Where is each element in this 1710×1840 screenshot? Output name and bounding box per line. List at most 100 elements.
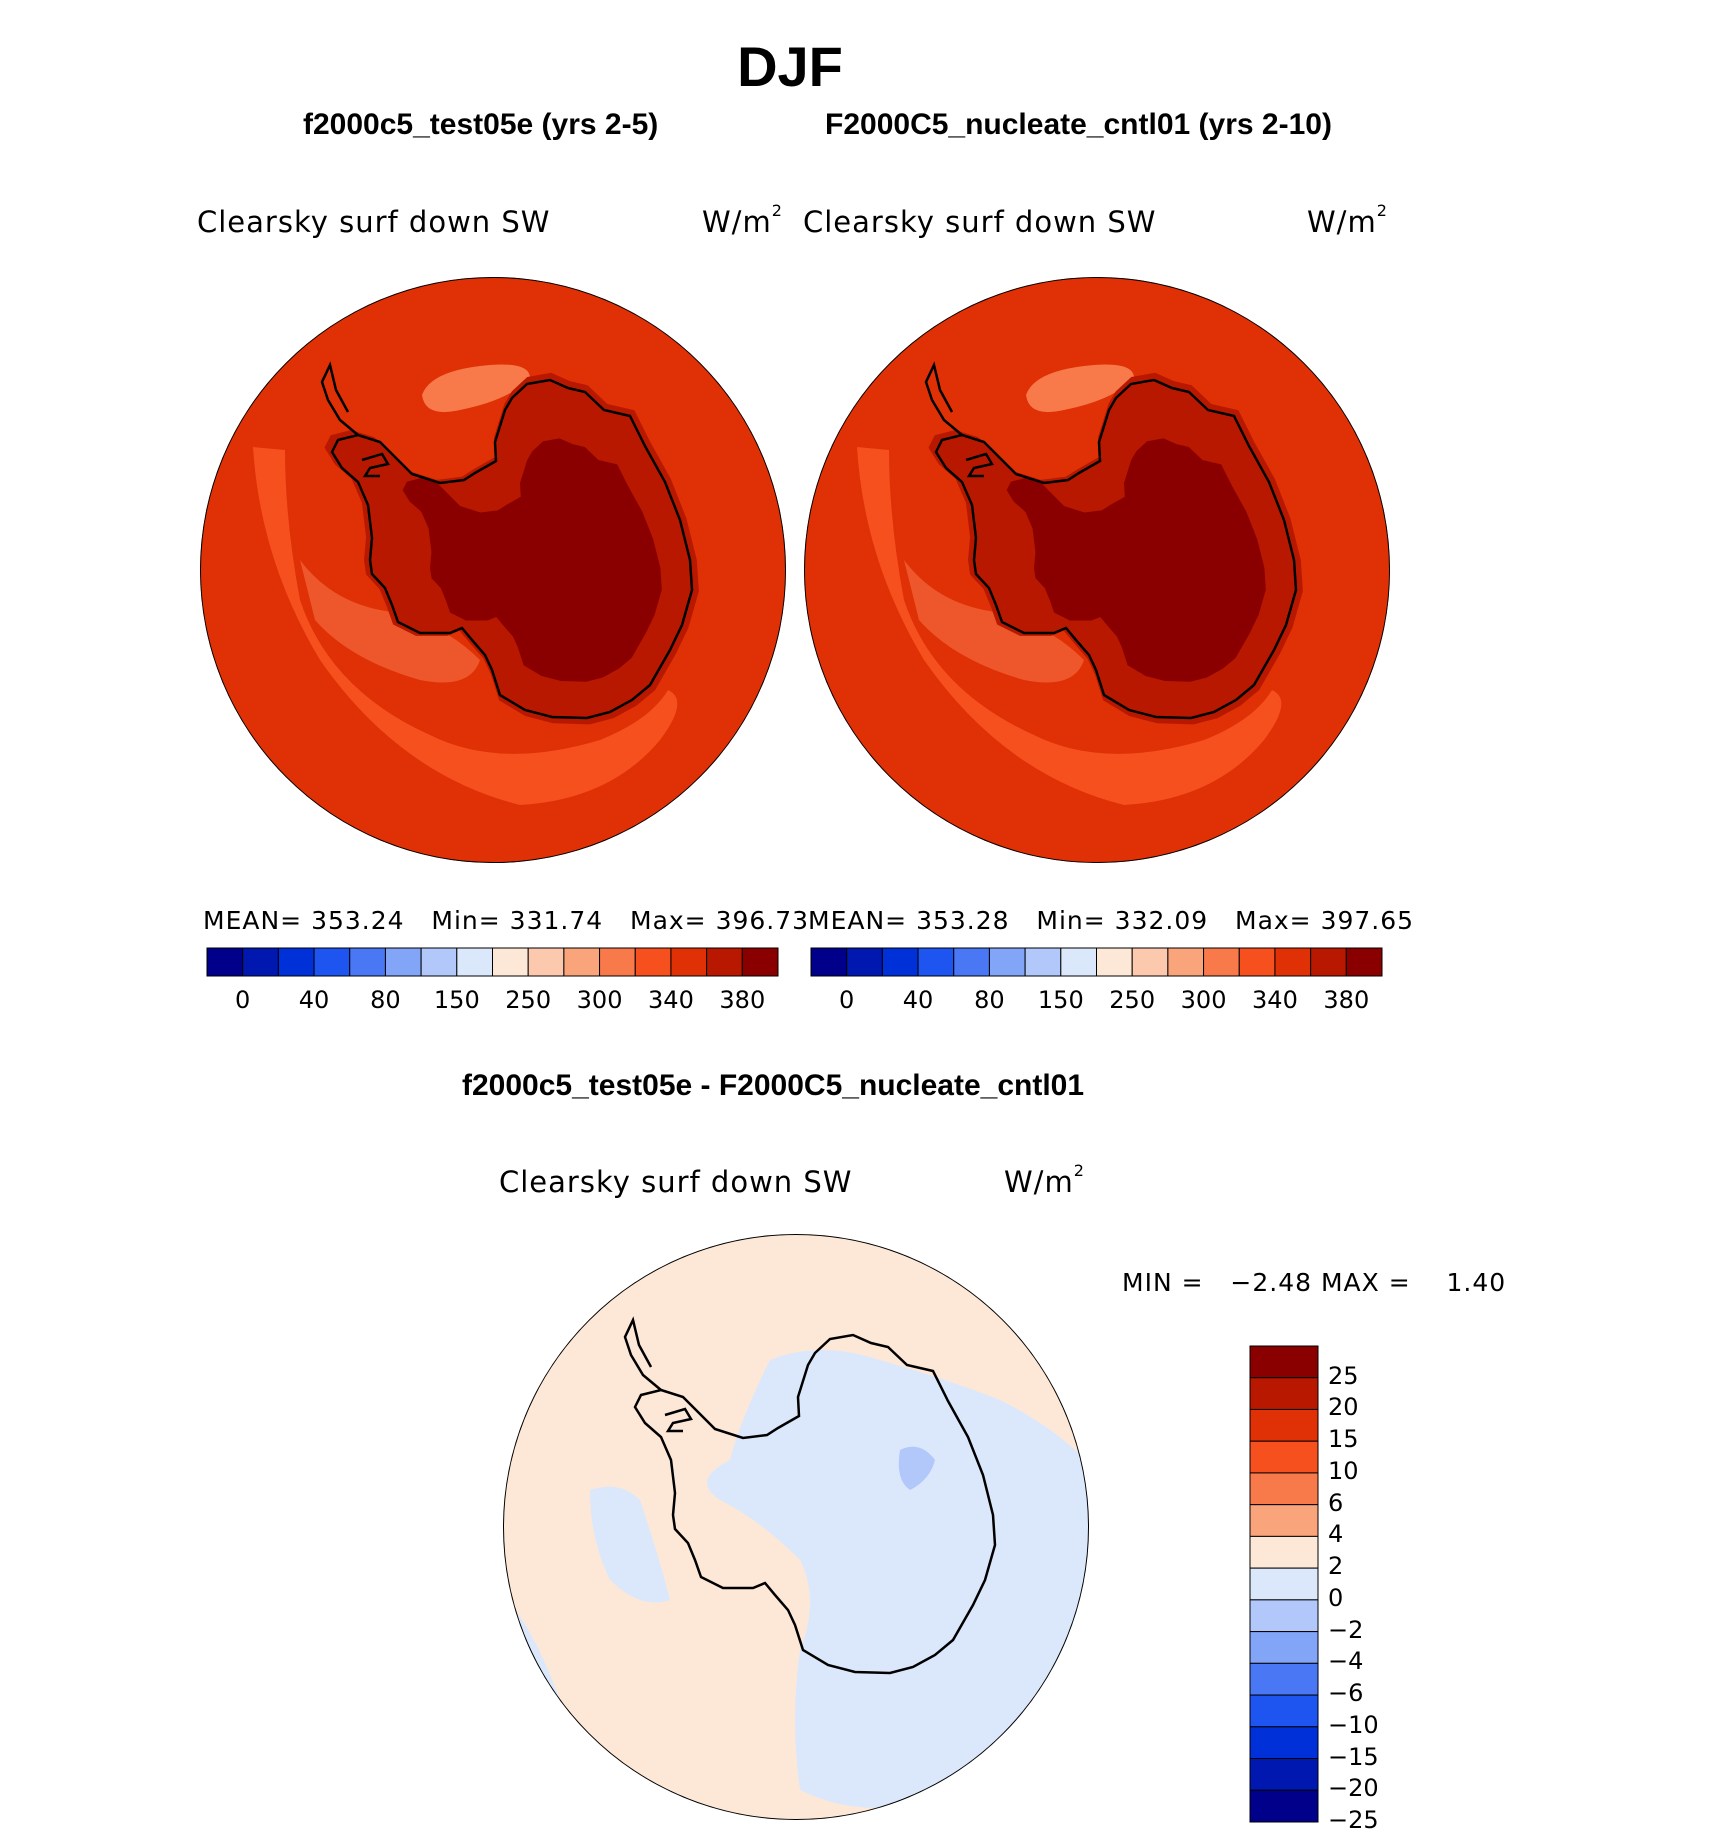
diff-polar-map [503,1234,1089,1820]
diff-colorbar-swatch [1249,1440,1319,1474]
left-colorbar-swatch [706,947,743,977]
diff-colorbar-tick-label: 20 [1328,1393,1359,1422]
left-units-label: W/m2 [702,201,783,239]
diff-colorbar-tick-label: 6 [1328,1488,1344,1517]
diff-colorbar-tick-label: 10 [1328,1456,1359,1485]
left-panel-title: f2000c5_test05e (yrs 2-5) [303,108,659,141]
left-colorbar-tick-label: 40 [298,986,330,1014]
left-colorbar-tick-label: 300 [576,986,623,1014]
left-colorbar-tick-label: 80 [370,986,401,1014]
diff-map-negative-field [707,1350,1089,1808]
left-polar-map [200,277,786,863]
diff-colorbar-tick-label: −25 [1328,1806,1379,1834]
diff-colorbar-tick-label: −10 [1328,1710,1379,1739]
right-colorbar-swatch [1274,947,1312,977]
diff-colorbar-swatch [1249,1631,1319,1664]
left-colorbar-tick-label: 340 [648,986,694,1014]
left-colorbar-swatch [599,947,636,977]
diff-colorbar-tick-label: 15 [1328,1425,1359,1454]
diff-colorbar-tick-label: −2 [1328,1615,1364,1644]
left-colorbar-swatch [670,947,708,977]
diff-colorbar-tick-label: 2 [1328,1552,1344,1581]
diff-colorbar-swatch [1249,1408,1319,1442]
diff-colorbar-tick-label: −6 [1328,1679,1364,1708]
diff-colorbar [1249,1345,1319,1823]
diff-colorbar-tick-label: 0 [1328,1583,1344,1612]
left-colorbar [206,947,779,977]
left-colorbar-swatch [741,947,779,977]
diff-colorbar-swatch [1249,1789,1319,1823]
diff-colorbar-swatch [1249,1694,1319,1728]
left-colorbar-swatch [492,947,529,977]
right-colorbar-swatch [1310,947,1347,977]
right-colorbar-tick-label: 0 [839,986,855,1014]
right-map-light-patch [904,560,1084,683]
left-map-light-patch [422,364,530,413]
diff-map-strong-negative-patch [898,1446,935,1490]
left-colorbar-swatch [420,947,458,977]
left-colorbar-swatch [313,947,351,977]
right-colorbar-tick-label: 250 [1109,986,1156,1014]
right-colorbar-swatch [1131,947,1169,977]
right-colorbar-tick-label: 380 [1323,986,1370,1014]
right-map-light-patch [1026,364,1134,413]
right-colorbar-swatch [810,947,848,977]
left-colorbar-swatch [384,947,422,977]
diff-colorbar-swatch [1249,1345,1319,1379]
left-map-light-patch [300,560,480,683]
diff-colorbar-tick-label: 25 [1328,1361,1359,1390]
left-colorbar-tick-label: 0 [235,986,251,1014]
diff-map-negative-field [590,1486,670,1603]
right-variable-label: Clearsky surf down SW [803,205,1157,239]
diff-colorbar-swatch [1249,1662,1319,1696]
right-panel-title: F2000C5_nucleate_cntl01 (yrs 2-10) [825,108,1332,141]
right-colorbar-swatch [988,947,1026,977]
right-colorbar-tick-label: 340 [1252,986,1298,1014]
diff-colorbar-swatch [1249,1472,1319,1506]
right-colorbar-swatch [846,947,883,977]
left-colorbar-swatch [634,947,672,977]
right-colorbar-swatch [1238,947,1276,977]
right-colorbar-swatch [881,947,919,977]
diff-variable-label: Clearsky surf down SW [499,1165,853,1199]
right-polar-map [804,277,1390,863]
left-colorbar-swatch [527,947,565,977]
left-variable-label: Clearsky surf down SW [197,205,551,239]
diff-units-label: W/m2 [1004,1161,1085,1199]
right-colorbar-swatch [917,947,955,977]
right-colorbar-swatch [953,947,990,977]
right-units-label: W/m2 [1307,201,1388,239]
diff-colorbar-tick-label: −20 [1328,1774,1379,1803]
diff-colorbar-tick-label: 4 [1328,1520,1344,1549]
right-stats: MEAN= 353.28 Min= 332.09 Max= 397.65 [808,906,1415,935]
right-colorbar-swatch [1167,947,1205,977]
diff-colorbar-tick-label: −15 [1328,1742,1379,1771]
diff-colorbar-swatch [1249,1758,1319,1791]
right-colorbar-swatch [1060,947,1097,977]
right-colorbar-tick-label: 300 [1180,986,1227,1014]
left-colorbar-swatch [242,947,279,977]
right-colorbar-swatch [1203,947,1240,977]
diff-colorbar-swatch [1249,1567,1319,1601]
right-colorbar-swatch [1024,947,1062,977]
left-colorbar-tick-label: 380 [719,986,766,1014]
diff-panel-title: f2000c5_test05e - F2000C5_nucleate_cntl0… [462,1069,1085,1102]
diff-colorbar-swatch [1249,1535,1319,1569]
figure-title: DJF [737,35,843,98]
diff-colorbar-swatch [1249,1504,1319,1537]
diff-colorbar-swatch [1249,1726,1319,1760]
left-colorbar-tick-label: 250 [505,986,552,1014]
diff-minmax: MIN = −2.48 MAX = 1.40 [1122,1268,1507,1297]
diff-colorbar-tick-label: −4 [1328,1647,1364,1676]
left-colorbar-swatch [349,947,386,977]
diff-colorbar-swatch [1249,1599,1319,1633]
left-colorbar-swatch [456,947,493,977]
right-colorbar-tick-label: 40 [902,986,934,1014]
right-colorbar [810,947,1383,977]
right-colorbar-tick-label: 80 [974,986,1005,1014]
left-colorbar-swatch [206,947,244,977]
diff-colorbar-swatch [1249,1377,1319,1410]
left-colorbar-tick-label: 150 [433,986,480,1014]
